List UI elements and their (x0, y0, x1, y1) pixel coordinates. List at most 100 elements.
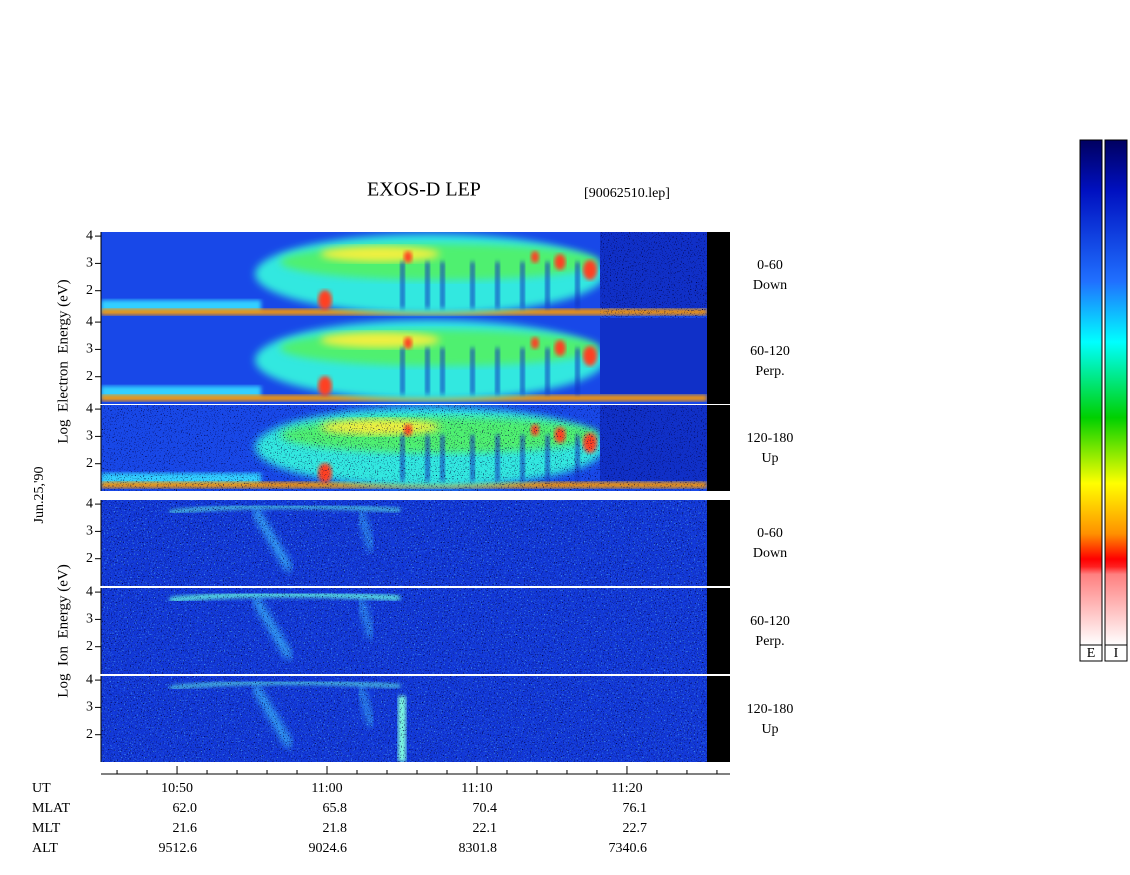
panel-direction: Up (761, 722, 778, 737)
spectrogram (101, 676, 707, 762)
streak (400, 348, 405, 394)
orbit-label: MLAT (32, 801, 71, 816)
hot-spot (530, 251, 540, 263)
colorbar-label-box (1079, 644, 1103, 662)
panel-direction: Perp. (755, 364, 784, 379)
y-tick-label: 4 (86, 401, 93, 416)
streak (520, 262, 525, 308)
quiet-region (600, 318, 707, 394)
streak (545, 262, 550, 308)
colorbar-label-box (1104, 644, 1128, 662)
speckle (101, 500, 707, 586)
y-tick-label: 2 (86, 283, 93, 298)
ut-label: UT (32, 781, 51, 796)
orbit-value: 22.1 (472, 821, 497, 836)
yellow-region (320, 246, 440, 262)
colorbar (1104, 139, 1128, 646)
streak (470, 262, 475, 308)
panel-direction: Down (753, 546, 787, 561)
panel-group: 2 3 4 0-60 Down 2 3 4 60-120 Perp. 2 3 4 120-180 Up Log… (55, 139, 1128, 762)
no-data-strip (707, 318, 730, 404)
hot-spot (403, 251, 413, 263)
spectrogram (101, 500, 707, 586)
y-tick-label: 3 (86, 700, 93, 715)
file-label: [90062510.lep] (584, 186, 670, 201)
orbit-value: 22.7 (622, 821, 647, 836)
hot-spot (318, 376, 332, 396)
no-data-strip (707, 676, 730, 762)
no-data-strip (707, 588, 730, 674)
orbit-value: 8301.8 (458, 841, 497, 856)
y-tick-label: 4 (86, 228, 93, 243)
x-tick-label: 11:20 (611, 781, 642, 796)
hot-spot (403, 337, 413, 349)
yellow-region (320, 332, 440, 348)
y-tick-label: 2 (86, 551, 93, 566)
speckle (101, 405, 707, 491)
streak (425, 262, 430, 308)
y-tick-label: 4 (86, 314, 93, 329)
spectrogram (101, 232, 707, 318)
y-tick-label: 4 (86, 672, 93, 687)
streak (440, 348, 445, 394)
panel-direction: Down (753, 278, 787, 293)
panel-angle: 60-120 (750, 344, 790, 359)
orbit-label: MLT (32, 821, 61, 836)
hot-spot (554, 254, 566, 270)
orbit-value: 65.8 (323, 801, 348, 816)
y-axis-label: Log Ion Energy (eV) (55, 564, 71, 697)
speckle (600, 232, 707, 318)
panel-direction: Up (761, 451, 778, 466)
panel-group: 2 3 4 0-60 Down 2 3 4 60-120 Perp. 2 3 4 120-180 Up Log… (55, 139, 1103, 662)
orbit-label: ALT (32, 841, 58, 856)
panel-direction: Perp. (755, 634, 784, 649)
y-tick-label: 3 (86, 429, 93, 444)
x-tick-label: 11:10 (461, 781, 492, 796)
y-tick-label: 2 (86, 727, 93, 742)
colorbar-label: E (1087, 646, 1096, 661)
hot-spot (583, 260, 597, 280)
y-tick-label: 2 (86, 639, 93, 654)
streak (520, 348, 525, 394)
orbit-value: 70.4 (472, 801, 497, 816)
streak (495, 348, 500, 394)
hot-spot (530, 337, 540, 349)
hot-spot (554, 340, 566, 356)
panel-angle: 60-120 (750, 614, 790, 629)
chart-title: EXOS-D LEP (367, 179, 481, 201)
y-tick-label: 3 (86, 612, 93, 627)
orbit-value: 21.8 (323, 821, 348, 836)
panel-angle: 120-180 (747, 431, 794, 446)
orbit-value: 21.6 (173, 821, 198, 836)
panel-angle: 120-180 (747, 702, 794, 717)
y-tick-label: 3 (86, 524, 93, 539)
streak (470, 348, 475, 394)
orbit-value: 62.0 (173, 801, 198, 816)
hot-spot (583, 346, 597, 366)
no-data-strip (707, 405, 730, 491)
orbit-value: 7340.6 (608, 841, 647, 856)
y-tick-label: 2 (86, 456, 93, 471)
orbit-value: 9512.6 (159, 841, 198, 856)
x-tick-label: 11:00 (311, 781, 342, 796)
streak (400, 262, 405, 308)
streak (495, 262, 500, 308)
hot-spot (318, 290, 332, 310)
panel-angle: 0-60 (757, 526, 783, 541)
panel-angle: 0-60 (757, 258, 783, 273)
x-tick-label: 10:50 (161, 781, 193, 796)
streak (425, 348, 430, 394)
orbit-value: 76.1 (622, 801, 647, 816)
y-tick-label: 4 (86, 584, 93, 599)
streak (575, 348, 580, 394)
streak (545, 348, 550, 394)
spectrogram (101, 405, 707, 491)
y-tick-label: 2 (86, 369, 93, 384)
speckle (101, 676, 707, 762)
colorbar (1079, 139, 1103, 646)
no-data-strip (707, 232, 730, 318)
plot-area: 2 3 4 0-60 Down 2 3 4 60-120 Perp. 2 3 4 120-180 Up Log… (32, 139, 1128, 856)
orbit-value: 9024.6 (309, 841, 348, 856)
